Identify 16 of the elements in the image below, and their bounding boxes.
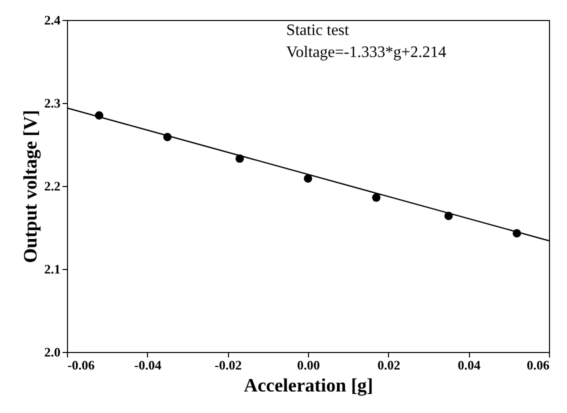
annotation: Static test (286, 22, 350, 39)
x-tick-label: 0.00 (297, 358, 320, 372)
x-tick-label: 0.04 (458, 358, 482, 372)
x-tick-label: -0.04 (134, 358, 162, 372)
x-tick-label: -0.02 (214, 358, 242, 372)
y-tick-label: 2.1 (44, 262, 60, 276)
x-tick-label: -0.06 (68, 358, 96, 372)
y-axis-title: Output voltage [V] (20, 110, 42, 264)
annotation: Voltage=-1.333*g+2.214 (286, 44, 446, 61)
y-tick-label: 2.0 (44, 344, 60, 360)
x-axis-title: Acceleration [g] (244, 376, 374, 396)
y-tick-label: 2.4 (44, 12, 61, 28)
x-tick-label: 0.06 (526, 358, 550, 372)
x-tick-label: 0.02 (377, 358, 400, 372)
y-tick-label: 2.3 (44, 96, 61, 110)
y-tick-label: 2.2 (44, 178, 60, 194)
